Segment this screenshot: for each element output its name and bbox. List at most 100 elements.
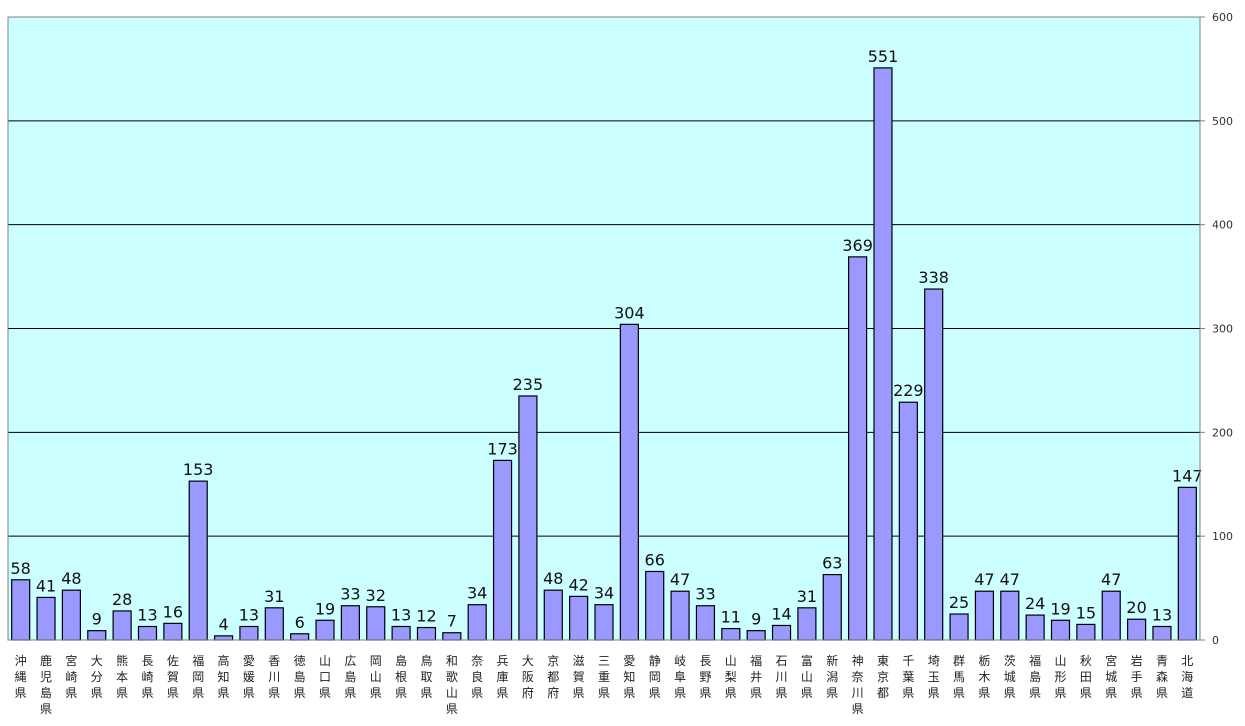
data-label: 19 xyxy=(1050,599,1070,618)
bar xyxy=(1000,590,1020,641)
data-label: 153 xyxy=(183,460,214,479)
x-tick-label: 福井県 xyxy=(750,653,762,700)
bar xyxy=(467,604,487,641)
data-label: 15 xyxy=(1076,603,1096,622)
x-tick-label: 高知県 xyxy=(218,653,230,700)
data-label: 20 xyxy=(1126,598,1146,617)
data-label: 13 xyxy=(239,606,259,625)
data-label: 47 xyxy=(670,570,690,589)
data-label: 41 xyxy=(36,576,56,595)
bar xyxy=(239,625,259,641)
x-tick-label: 沖縄県 xyxy=(15,654,27,700)
x-tick-label: 栃木県 xyxy=(978,654,990,700)
bar xyxy=(543,589,563,641)
x-tick-label: 兵庫県 xyxy=(497,654,509,700)
bar xyxy=(594,604,614,641)
x-tick-label: 奈良県 xyxy=(471,654,483,700)
x-tick-label: 和歌山県 xyxy=(446,654,458,716)
bar xyxy=(87,630,107,641)
x-tick-label: 福岡県 xyxy=(192,653,204,700)
data-label: 47 xyxy=(1101,570,1121,589)
data-label: 32 xyxy=(366,586,386,605)
data-label: 147 xyxy=(1172,466,1203,485)
x-tick-label: 長崎県 xyxy=(141,654,153,700)
x-tick-label: 佐賀県 xyxy=(167,654,179,700)
bar xyxy=(61,589,82,641)
x-tick-label: 鳥取県 xyxy=(420,653,432,700)
bar xyxy=(290,633,310,641)
data-label: 235 xyxy=(513,375,544,394)
data-label: 42 xyxy=(568,575,588,594)
x-axis: 沖縄県 鹿児島県 宮崎県 大分県 熊本県 長崎県 佐賀県 福岡県 高知県 愛媛県 香川県 徳島県 山口県… xyxy=(15,653,1194,716)
y-tick-label: 100 xyxy=(1212,530,1233,543)
bar xyxy=(1076,623,1096,641)
data-label: 369 xyxy=(842,236,873,255)
bar xyxy=(1152,625,1172,641)
data-label: 14 xyxy=(771,604,791,623)
data-label: 16 xyxy=(163,602,183,621)
x-tick-label: 岡山県 xyxy=(370,654,382,700)
x-tick-label: 千葉県 xyxy=(902,654,914,700)
x-tick-label: 福島県 xyxy=(1029,653,1041,700)
x-tick-label: 三重県 xyxy=(598,654,610,700)
data-label: 47 xyxy=(1000,570,1020,589)
x-tick-label: 愛媛県 xyxy=(243,654,255,700)
data-label: 338 xyxy=(918,268,949,287)
bar xyxy=(1101,590,1121,641)
x-tick-label: 鹿児島県 xyxy=(40,653,52,716)
bar xyxy=(1050,619,1071,641)
x-tick-label: 滋賀県 xyxy=(573,654,585,700)
x-tick-label: 北海道 xyxy=(1181,654,1193,700)
bar xyxy=(340,605,360,641)
data-label: 13 xyxy=(391,606,411,625)
y-tick-label: 0 xyxy=(1212,634,1219,647)
data-label: 63 xyxy=(822,554,842,573)
x-tick-label: 広島県 xyxy=(344,654,356,700)
y-tick-label: 500 xyxy=(1212,115,1233,128)
data-label: 173 xyxy=(487,439,518,458)
data-label: 34 xyxy=(467,584,487,603)
data-label: 25 xyxy=(949,593,969,612)
data-label: 11 xyxy=(721,608,741,627)
x-tick-label: 香川県 xyxy=(268,654,280,700)
y-axis: 0 100 200 300 400 500 600 xyxy=(1200,11,1233,647)
data-label: 19 xyxy=(315,599,335,618)
x-tick-label: 岐阜県 xyxy=(674,654,686,700)
bar xyxy=(873,67,893,641)
bar xyxy=(771,624,792,641)
bar xyxy=(416,626,437,641)
y-tick-label: 400 xyxy=(1212,219,1233,232)
data-label: 6 xyxy=(295,613,305,632)
data-label: 551 xyxy=(868,47,899,66)
bar xyxy=(264,607,284,641)
y-tick-label: 200 xyxy=(1212,426,1233,439)
data-label: 66 xyxy=(645,550,665,569)
data-label: 4 xyxy=(218,615,228,634)
y-tick-label: 600 xyxy=(1212,11,1233,24)
data-label: 229 xyxy=(893,381,924,400)
x-tick-label: 秋田県 xyxy=(1080,654,1092,700)
data-label: 34 xyxy=(594,584,614,603)
data-label: 13 xyxy=(1152,606,1172,625)
bar xyxy=(492,459,513,641)
data-label: 28 xyxy=(112,590,132,609)
x-tick-label: 山口県 xyxy=(319,654,331,700)
data-label: 33 xyxy=(695,585,715,604)
x-tick-label: 青森県 xyxy=(1156,654,1168,700)
x-tick-label: 大分県 xyxy=(91,654,103,700)
data-label: 9 xyxy=(751,610,761,629)
data-label: 31 xyxy=(797,587,817,606)
x-tick-label: 静岡県 xyxy=(649,654,661,700)
bar xyxy=(391,625,411,641)
data-label: 9 xyxy=(92,610,102,629)
bar xyxy=(36,596,56,641)
bar xyxy=(188,480,208,641)
x-tick-label: 山梨県 xyxy=(725,654,737,700)
data-label: 13 xyxy=(137,606,157,625)
bar xyxy=(137,625,158,641)
data-label: 24 xyxy=(1025,594,1045,613)
bar xyxy=(645,570,665,641)
x-tick-label: 山形県 xyxy=(1055,654,1067,700)
x-tick-label: 徳島県 xyxy=(294,653,306,700)
